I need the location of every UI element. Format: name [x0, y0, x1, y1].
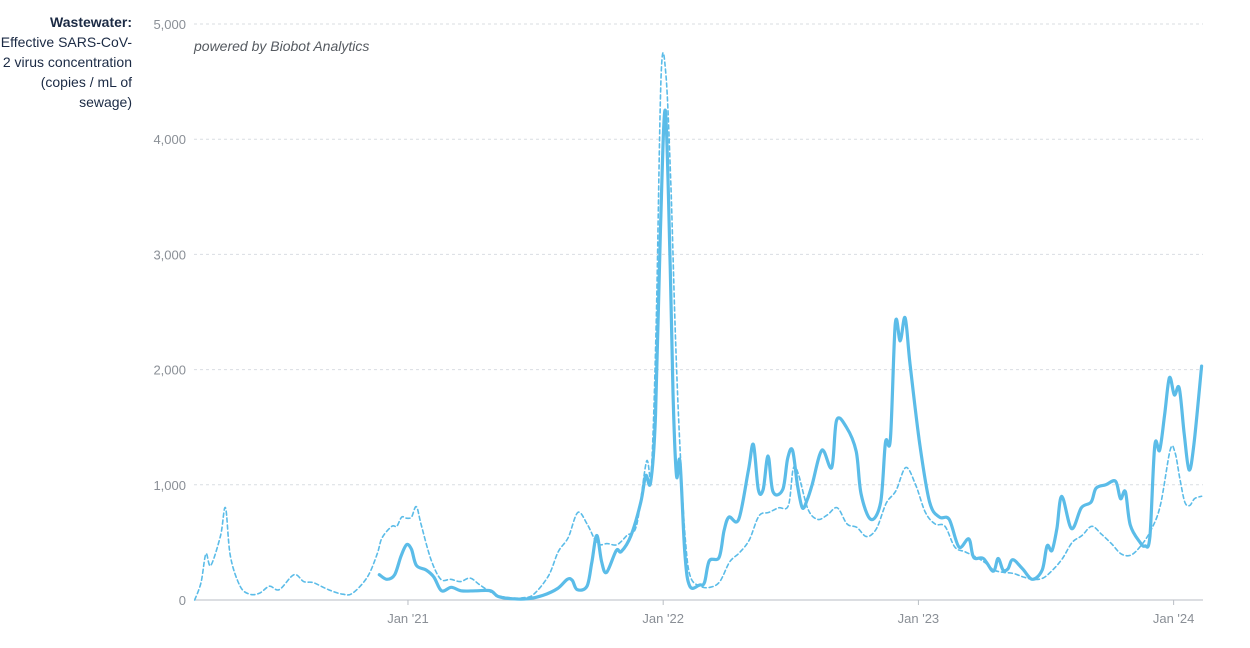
- y-tick-label: 2,000: [153, 363, 186, 378]
- x-tick-label: Jan '22: [642, 611, 684, 626]
- y-tick-label: 4,000: [153, 132, 186, 147]
- y-tick-label: 5,000: [153, 17, 186, 32]
- x-tick-label: Jan '24: [1153, 611, 1195, 626]
- series-line-dashed: [193, 51, 1203, 601]
- y-tick-label: 3,000: [153, 247, 186, 262]
- y-tick-label: 0: [179, 593, 186, 608]
- y-axis-title: Wastewater:: [50, 14, 132, 30]
- x-tick-label: Jan '21: [387, 611, 429, 626]
- series-line-solid: [377, 108, 1204, 601]
- x-tick-label: Jan '23: [898, 611, 940, 626]
- credit-text: powered by Biobot Analytics: [194, 38, 370, 54]
- y-axis-subtitle: Effective SARS-CoV-2 virus concentration…: [0, 34, 132, 110]
- y-tick-label: 1,000: [153, 478, 186, 493]
- y-axis-label: Wastewater: Effective SARS-CoV-2 virus c…: [0, 12, 132, 112]
